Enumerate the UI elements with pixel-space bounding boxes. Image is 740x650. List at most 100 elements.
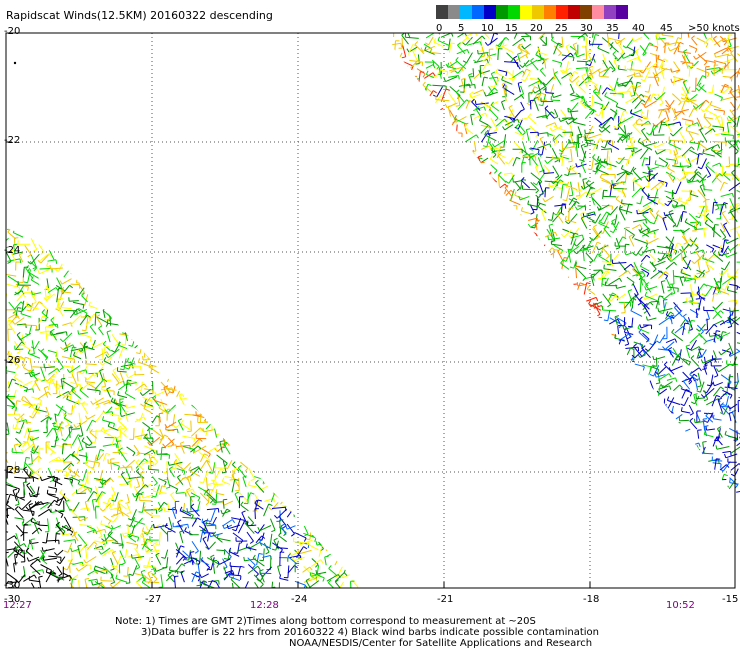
wind-barb <box>629 139 636 148</box>
wind-barb <box>505 226 507 239</box>
wind-barb <box>610 444 619 448</box>
wind-barb-feather <box>462 321 466 326</box>
wind-barb-feather <box>544 58 549 60</box>
wind-barb-feather <box>427 282 430 287</box>
wind-barb-feather <box>444 128 449 131</box>
wind-barb <box>593 305 602 309</box>
wind-barb <box>589 354 595 367</box>
wind-barb <box>537 143 550 149</box>
wind-barb <box>544 108 555 119</box>
wind-barb <box>552 377 562 389</box>
wind-barb <box>661 123 675 126</box>
wind-barb <box>382 77 393 87</box>
wind-barb <box>656 37 666 40</box>
wind-barb <box>384 407 387 422</box>
wind-barb-feather <box>573 250 578 255</box>
wind-barb-feather <box>727 247 731 252</box>
wind-barb <box>728 163 740 166</box>
wind-barb <box>713 108 725 112</box>
wind-barb-feather <box>418 480 423 483</box>
wind-barb-feather <box>422 312 426 317</box>
wind-barb <box>609 181 623 190</box>
wind-barb <box>466 151 473 158</box>
wind-barb <box>537 157 544 171</box>
wind-barb <box>673 77 676 86</box>
wind-barb <box>432 221 443 229</box>
wind-barb-feather <box>518 150 523 154</box>
wind-barb <box>423 132 428 143</box>
wind-barb-feather <box>580 185 584 190</box>
wind-barb-feather <box>621 459 625 463</box>
wind-barb-feather <box>444 205 447 210</box>
wind-barb <box>729 109 736 117</box>
wind-barb-feather <box>619 40 622 46</box>
wind-barb <box>428 333 435 342</box>
wind-barb <box>493 77 499 88</box>
wind-barb <box>647 237 659 244</box>
wind-barb <box>618 33 621 40</box>
wind-barb <box>668 99 675 108</box>
wind-barb <box>560 109 567 118</box>
wind-barb-feather <box>385 132 388 137</box>
wind-barb <box>424 212 427 222</box>
wind-barb <box>682 227 690 234</box>
wind-barb <box>686 259 691 269</box>
wind-barb-feather <box>671 195 673 200</box>
wind-barb <box>505 283 511 296</box>
wind-barb <box>689 141 700 145</box>
wind-barb-feather <box>711 248 715 253</box>
wind-barb <box>554 291 564 303</box>
wind-barb-feather <box>375 291 376 295</box>
wind-barb <box>668 211 675 223</box>
wind-barb <box>488 363 497 367</box>
wind-barb-feather <box>720 402 724 406</box>
wind-barb-feather <box>589 349 594 353</box>
wind-barb <box>479 444 490 454</box>
wind-barb-feather <box>639 227 643 232</box>
wind-barb-feather <box>499 330 502 335</box>
wind-barb <box>585 430 588 442</box>
wind-barb-feather <box>464 459 469 464</box>
wind-barb <box>602 293 612 305</box>
wind-barb <box>529 278 539 287</box>
wind-barb <box>560 363 571 365</box>
wind-barb-feather <box>623 110 628 113</box>
wind-barb-feather <box>506 431 508 436</box>
wind-barb <box>430 52 442 55</box>
wind-barb-feather <box>471 391 476 394</box>
wind-barb <box>447 262 450 272</box>
wind-barb-feather <box>445 226 450 230</box>
wind-barb <box>519 467 530 472</box>
wind-barb <box>690 367 700 374</box>
wind-barb <box>679 469 691 476</box>
wind-barb-feather <box>432 72 436 77</box>
wind-barb <box>512 418 524 421</box>
wind-barb-feather <box>572 118 575 123</box>
wind-barb-feather <box>649 208 654 212</box>
wind-barb-feather <box>552 363 557 367</box>
wind-barb <box>665 158 676 161</box>
wind-barb <box>590 396 595 406</box>
wind-barb <box>530 222 539 228</box>
wind-barb-feather <box>581 160 586 164</box>
wind-barb-feather <box>481 303 483 308</box>
wind-barb-feather <box>388 256 393 260</box>
wind-barb-feather <box>375 49 377 52</box>
wind-barb <box>699 185 706 197</box>
wind-barb-feather <box>486 224 491 227</box>
wind-barb <box>591 197 602 209</box>
wind-barb <box>643 69 651 82</box>
wind-barb-feather <box>608 443 611 448</box>
wind-barb <box>565 219 577 224</box>
wind-barb-feather <box>512 375 517 378</box>
wind-barb <box>703 388 715 398</box>
wind-barb-feather <box>716 330 721 332</box>
wind-barb <box>592 157 602 166</box>
wind-barb-feather <box>694 418 696 423</box>
wind-barb <box>657 255 668 263</box>
wind-barb <box>591 450 595 461</box>
wind-barb-feather <box>536 245 540 249</box>
wind-barb-feather <box>649 42 654 46</box>
wind-barb-feather <box>483 248 488 251</box>
wind-barb <box>461 285 475 292</box>
